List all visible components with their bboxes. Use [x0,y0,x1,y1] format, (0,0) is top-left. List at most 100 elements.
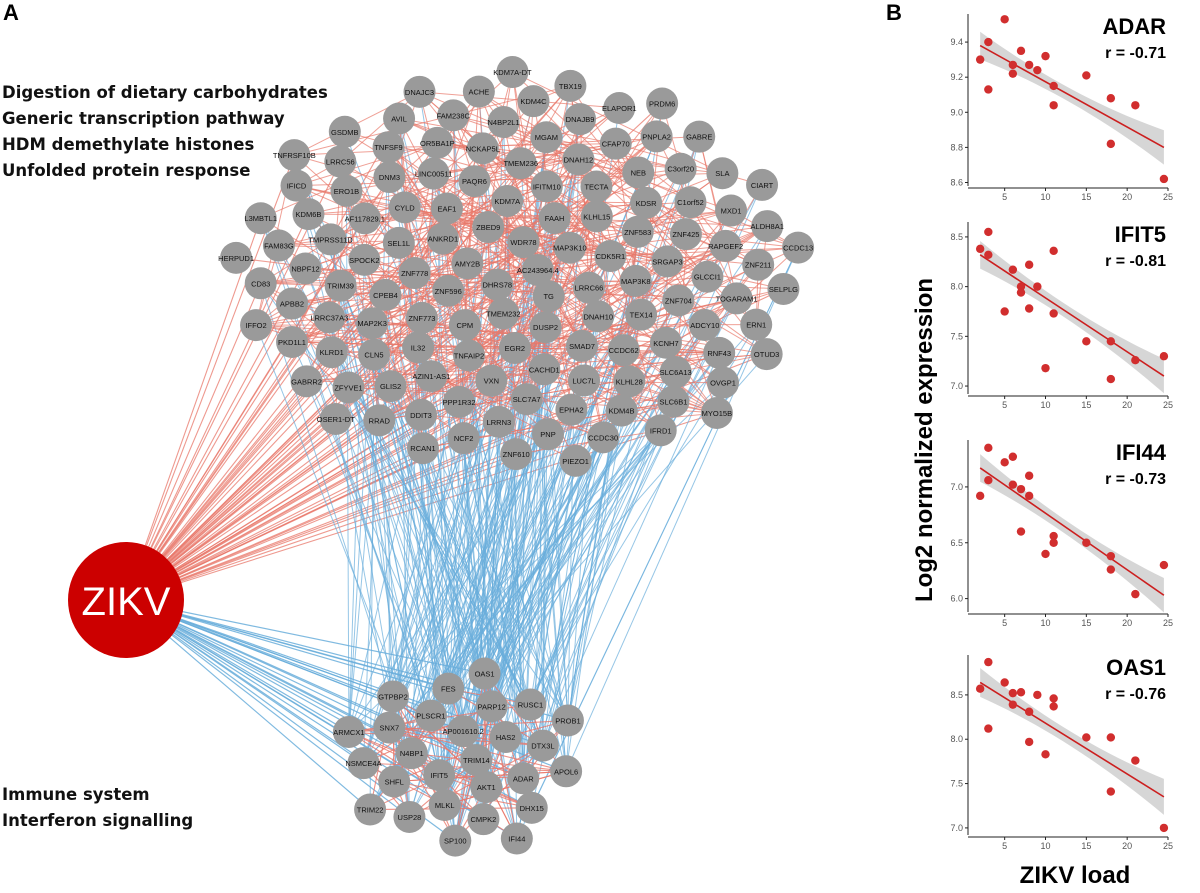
gene-node-top[interactable]: AF117829.1 [345,202,385,235]
gene-node-top[interactable]: AMY2B [451,247,484,280]
gene-node-bottom[interactable]: PARP12 [475,690,508,723]
gene-node-top[interactable]: GLIS2 [374,370,407,403]
gene-node-bottom[interactable]: TRIM14 [460,744,493,776]
gene-node-top[interactable]: KDM4C [517,85,550,118]
gene-node-top[interactable]: C1orf52 [674,186,707,219]
gene-node-top[interactable]: ZNF704 [662,284,695,317]
gene-node-top[interactable]: KDM6B [292,198,325,231]
gene-node-top[interactable]: WDR78 [507,226,540,259]
gene-node-top[interactable]: EPHA2 [555,393,588,426]
gene-node-top[interactable]: KLHL15 [580,200,613,233]
gene-node-bottom[interactable]: AKT1 [470,771,503,804]
gene-node-bottom[interactable]: MLKL [428,789,461,822]
gene-node-top[interactable]: ZNF773 [405,301,438,334]
gene-node-bottom[interactable]: N4BP1 [395,737,428,770]
gene-node-top[interactable]: KDSR [630,186,663,219]
gene-node-top[interactable]: NCKAP5L [466,132,500,165]
gene-node-top[interactable]: C3orf20 [664,152,697,185]
gene-node-top[interactable]: OR5BA1P [420,126,455,159]
gene-node-bottom[interactable]: IFI44 [500,822,533,855]
gene-node-bottom[interactable]: USP28 [393,800,426,833]
gene-node-top[interactable]: HERPUD1 [218,241,254,274]
gene-node-top[interactable]: ZNF610 [500,438,533,471]
gene-node-bottom[interactable]: APOL6 [550,755,583,788]
gene-node-bottom[interactable]: FES [432,672,465,705]
gene-node-bottom[interactable]: OAS1 [468,657,501,690]
gene-node-top[interactable]: DDIT3 [405,398,438,431]
gene-node-top[interactable]: PNPLA2 [640,120,673,153]
gene-node-top[interactable]: AVIL [383,102,416,135]
gene-node-top[interactable]: CCDC30 [587,421,620,454]
gene-node-top[interactable]: TRIM39 [324,269,357,302]
gene-node-top[interactable]: SMAD7 [565,329,598,362]
gene-node-top[interactable]: APBB2 [276,287,309,320]
gene-node-top[interactable]: TNFAIP2 [453,339,486,372]
zikv-hub-node[interactable]: ZIKV [68,542,184,658]
gene-node-top[interactable]: MAP3K8 [619,264,652,297]
gene-node-top[interactable]: LRRC56 [324,145,357,178]
gene-node-top[interactable]: DNAH10 [582,300,615,333]
gene-node-bottom[interactable]: NSMCE4A [345,747,382,780]
gene-node-top[interactable]: ZBED9 [472,211,505,244]
gene-node-top[interactable]: L3MBTL1 [244,202,277,235]
gene-node-top[interactable]: ZNF583 [621,215,654,248]
gene-node-top[interactable]: DNAH12 [562,143,595,176]
gene-node-bottom[interactable]: AP001610.2 [443,715,484,748]
gene-node-bottom[interactable]: HAS2 [489,720,522,753]
gene-node-top[interactable]: CACHD1 [528,353,561,386]
gene-node-top[interactable]: ALDH8A1 [751,210,784,243]
gene-node-bottom[interactable]: GTPBP2 [377,680,410,713]
gene-node-top[interactable]: CLN5 [358,338,391,371]
gene-node-top[interactable]: SLC6B1 [657,385,690,418]
gene-node-top[interactable]: TMEM236 [503,147,538,180]
gene-node-top[interactable]: EAF1 [430,192,463,225]
gene-node-top[interactable]: KDM4B [605,394,638,427]
gene-node-top[interactable]: NEB [622,156,655,189]
gene-node-top[interactable]: LRRC37A3 [310,301,348,334]
gene-node-bottom[interactable]: SP100 [439,824,472,857]
gene-node-top[interactable]: SLC7A7 [510,383,543,416]
gene-node-top[interactable]: ANKRD1 [426,222,459,255]
gene-node-top[interactable]: OTUD3 [750,338,783,371]
gene-node-top[interactable]: MAP2K3 [356,307,389,340]
gene-node-top[interactable]: DUSP2 [529,311,562,344]
gene-node-top[interactable]: CYLD [388,191,421,224]
gene-node-top[interactable]: TNFSF9 [372,131,405,164]
gene-node-top[interactable]: MXD1 [715,194,748,227]
gene-node-bottom[interactable]: DTX3L [526,729,559,762]
gene-node-bottom[interactable]: TRIM22 [354,793,387,826]
gene-node-top[interactable]: TMEM232 [486,297,521,330]
gene-node-top[interactable]: SLA [706,157,739,190]
gene-node-bottom[interactable]: SNX7 [373,711,406,744]
gene-node-top[interactable]: PRDM6 [646,87,679,120]
gene-node-top[interactable]: AZIN1-AS1 [412,360,450,393]
gene-node-top[interactable]: RRAD [363,404,396,437]
gene-node-top[interactable]: IFRD1 [644,414,677,447]
gene-node-top[interactable]: IL32 [402,331,435,364]
gene-node-top[interactable]: CCDC13 [782,231,815,264]
gene-node-top[interactable]: ERO1B [330,174,363,207]
gene-node-top[interactable]: RNF43 [703,336,736,369]
gene-node-top[interactable]: FAM238C [437,99,471,132]
gene-node-top[interactable]: CFAP70 [599,127,632,160]
gene-node-top[interactable]: ZNF425 [669,218,702,251]
gene-node-top[interactable]: GABRR2 [290,365,323,398]
gene-node-top[interactable]: IFITM10 [530,170,563,203]
gene-node-top[interactable]: SEL1L [382,226,415,259]
gene-node-top[interactable]: VXN [475,364,508,397]
gene-node-top[interactable]: OVGP1 [707,366,740,399]
gene-node-top[interactable]: TMPRSS11D [308,223,353,256]
gene-node-top[interactable]: MGAM [530,121,563,154]
gene-node-top[interactable]: EGR2 [498,331,531,364]
gene-node-top[interactable]: LRRN3 [482,405,515,438]
gene-node-top[interactable]: IFFO2 [240,309,273,342]
gene-node-top[interactable]: LINC00511 [415,157,452,190]
gene-node-bottom[interactable]: DHX15 [515,791,548,824]
gene-node-top[interactable]: DHRS78 [481,268,514,301]
gene-node-top[interactable]: SRGAP3 [651,245,684,278]
gene-node-top[interactable]: MYO15B [700,396,733,429]
gene-node-top[interactable]: OSER1-DT [317,402,355,435]
gene-node-top[interactable]: DNAJC3 [403,75,436,108]
gene-node-top[interactable]: CIART [746,168,779,201]
gene-node-top[interactable]: FAAH [538,202,571,235]
